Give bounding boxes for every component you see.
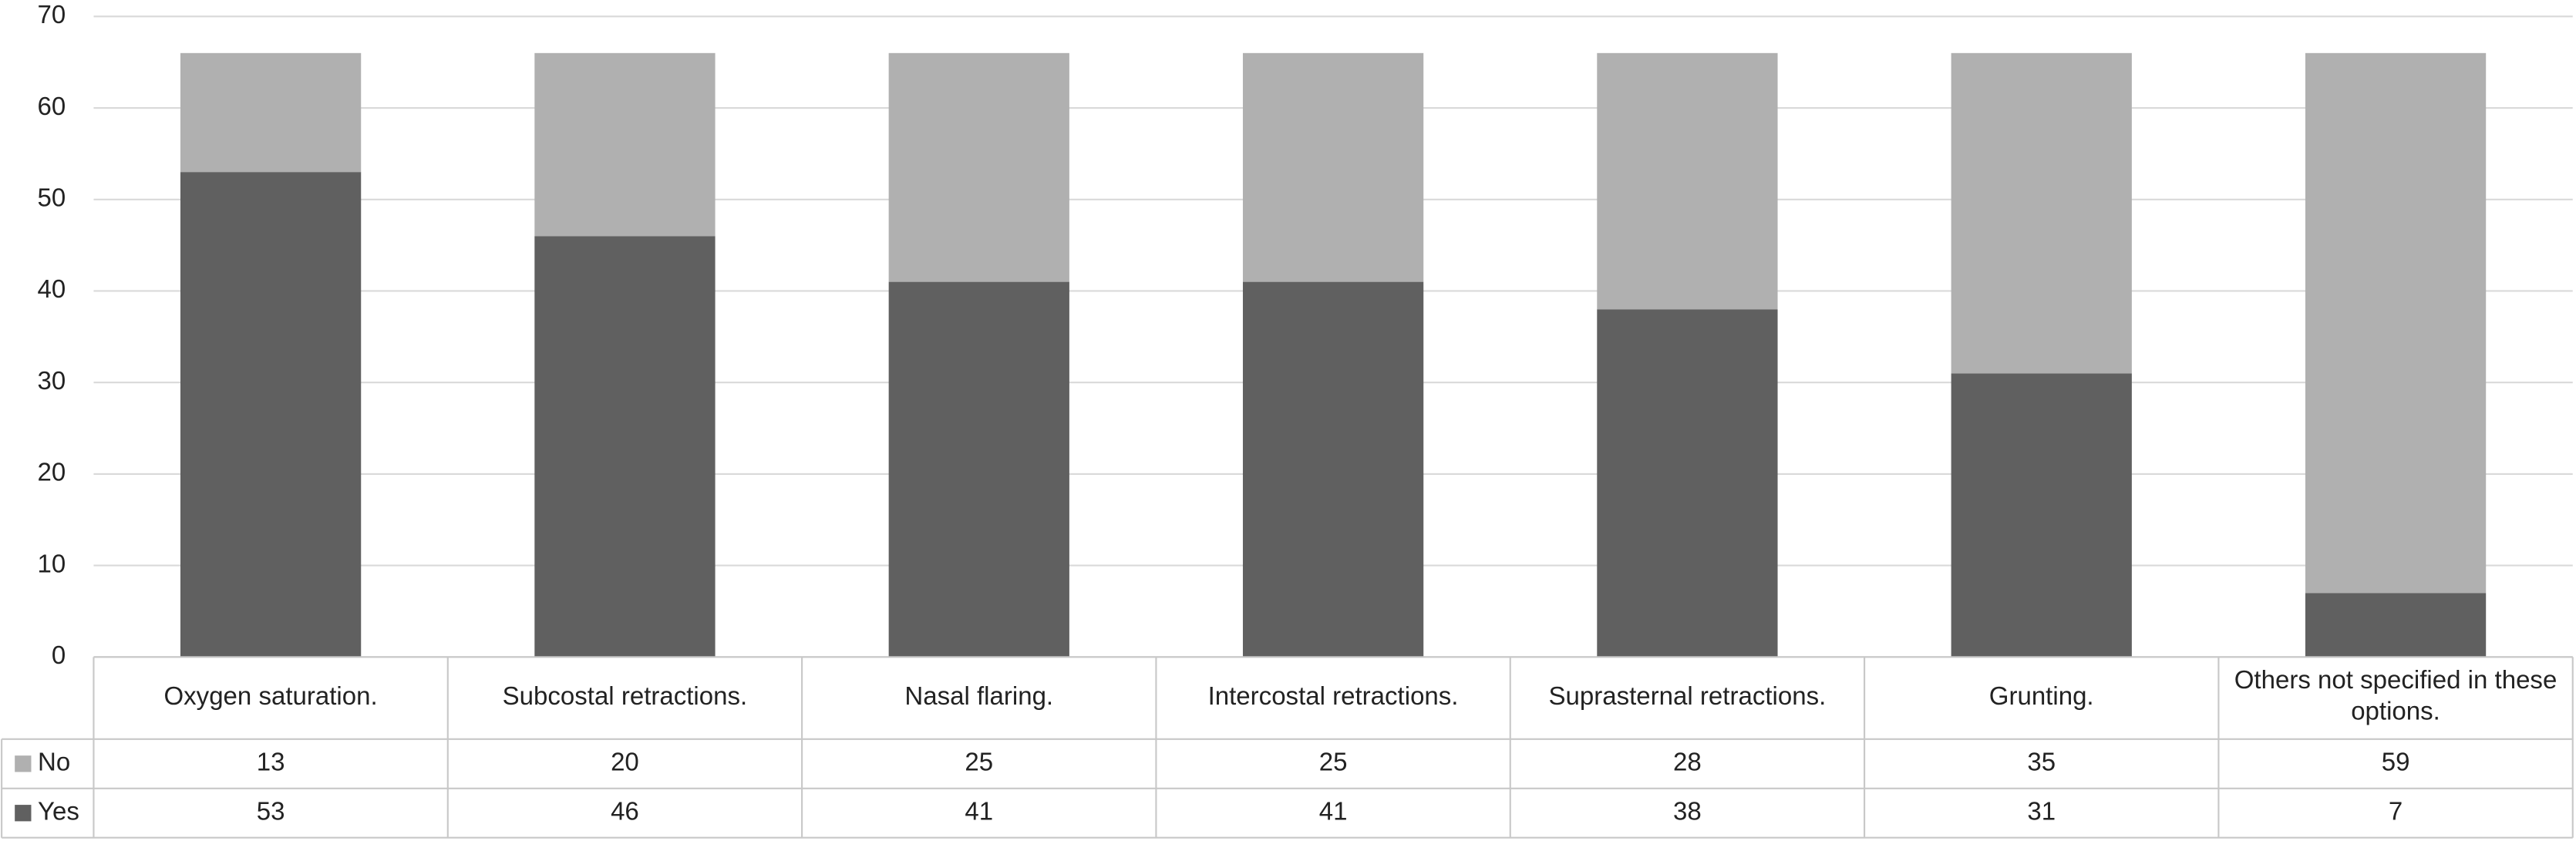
x-tick-label: Grunting. [1988,682,2094,711]
bar-segment [534,236,716,658]
table-value: 46 [611,796,639,825]
bar-segment [1951,373,2132,658]
table-value: 35 [2027,748,2056,776]
category-cell: Oxygen saturation. [163,682,378,711]
bar-segment [888,52,1069,282]
table-value: 53 [257,796,285,825]
bar-segment [888,281,1069,658]
bar-segment [2305,593,2487,658]
table-value: 28 [1673,748,1702,776]
table-value: 25 [965,748,993,776]
table-value: 41 [965,796,993,825]
bar-segment [1242,52,1424,282]
category-cell: Grunting. [1988,682,2094,711]
y-tick-label: 60 [37,92,66,120]
y-tick-label: 10 [37,549,66,577]
bar-segment [1597,52,1778,310]
category-cell: Suprasternal retractions. [1548,682,1827,711]
category-cell: Intercostal retractions. [1207,682,1459,711]
table-value: 31 [2027,796,2056,825]
bar-segment [2305,52,2487,594]
table-value: 38 [1673,796,1702,825]
legend-swatch [15,805,32,822]
y-tick-label: 30 [37,366,66,395]
table-value: 59 [2382,748,2410,776]
y-tick-label: 50 [37,183,66,211]
table-value: 41 [1319,796,1348,825]
bar-segment [534,52,716,237]
category-cell: Subcostal retractions. [502,682,748,711]
y-tick-label: 20 [37,458,66,486]
legend-label: No [38,748,70,776]
x-tick-label: Oxygen saturation. [163,682,378,711]
bar-segment [1951,52,2132,374]
legend-swatch [15,755,32,772]
bar-segment [1242,281,1424,658]
y-tick-label: 0 [52,641,66,669]
x-tick-label: Suprasternal retractions. [1548,682,1827,711]
table-value: 7 [2389,796,2403,825]
category-cell: Others not specified in these options. [2234,667,2557,726]
x-tick-label: Intercostal retractions. [1207,682,1459,711]
table-value: 20 [611,748,639,776]
bar-segment [1597,309,1778,658]
y-tick-label: 70 [37,0,66,29]
x-tick-label: Others not specified in these options. [2234,667,2557,726]
x-tick-label: Nasal flaring. [904,682,1054,711]
y-tick-label: 40 [37,274,66,303]
bar-segment [180,172,362,658]
legend-label: Yes [38,796,79,825]
x-tick-label: Subcostal retractions. [502,682,748,711]
bar-segment [180,52,362,173]
table-value: 13 [257,748,285,776]
table-value: 25 [1319,748,1348,776]
category-cell: Nasal flaring. [904,682,1054,711]
